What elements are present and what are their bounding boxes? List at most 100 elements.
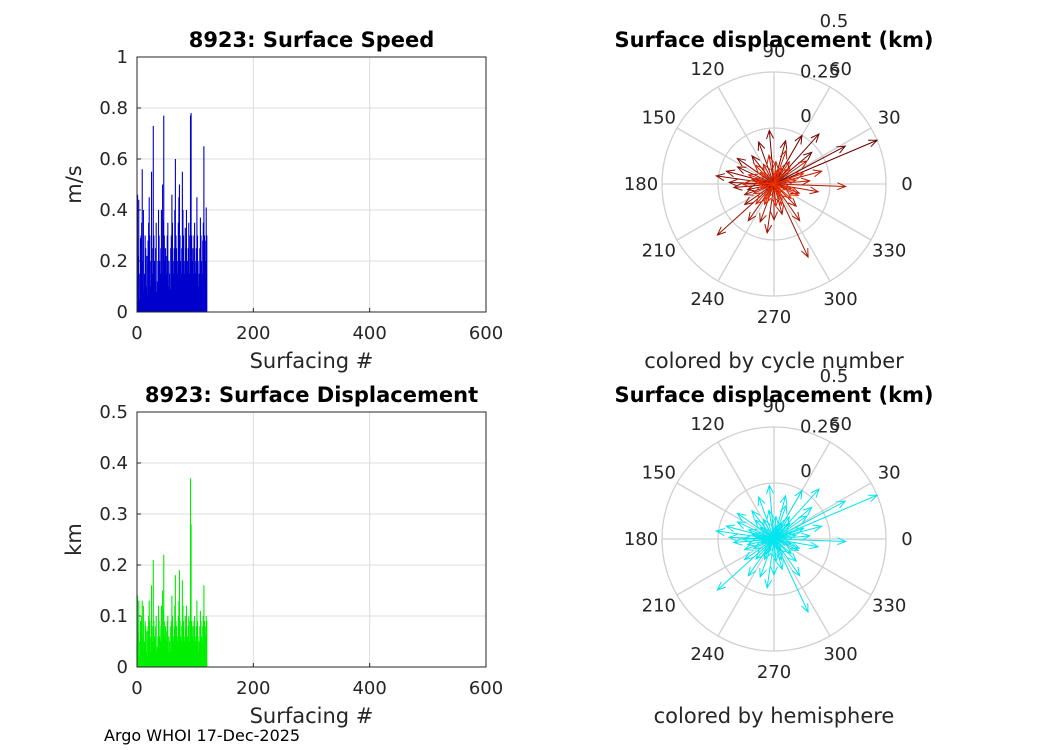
x-tick-label: 400 bbox=[352, 323, 386, 344]
angle-tick-label: 90 bbox=[763, 396, 786, 417]
displacement-vector bbox=[736, 521, 775, 540]
angle-tick-label: 210 bbox=[642, 596, 676, 617]
displacement-vector bbox=[773, 182, 793, 191]
vector-arrowhead bbox=[781, 522, 791, 532]
vector-arrowhead bbox=[771, 169, 779, 180]
vector-arrowhead bbox=[754, 534, 765, 543]
displacement-vector bbox=[773, 504, 788, 540]
vector-arrowhead bbox=[732, 537, 743, 546]
vector-shaft bbox=[737, 512, 775, 540]
vector-shaft bbox=[773, 525, 822, 540]
vector-arrowhead bbox=[774, 521, 783, 532]
vector-arrowhead bbox=[782, 545, 793, 555]
angle-tick-label: 240 bbox=[690, 644, 724, 665]
vector-arrowhead bbox=[716, 226, 727, 236]
vector-arrowhead bbox=[803, 506, 813, 516]
y-tick-label: 0.1 bbox=[99, 606, 128, 627]
vector-shaft bbox=[758, 141, 775, 185]
displacement-vector bbox=[752, 183, 775, 195]
vector-shaft bbox=[773, 538, 792, 554]
displacement-vector bbox=[773, 183, 801, 222]
displacement-vector bbox=[755, 183, 775, 205]
displacement-vector bbox=[773, 183, 820, 195]
x-axis-label: Surfacing # bbox=[250, 349, 374, 373]
vector-shaft bbox=[773, 538, 777, 562]
vector-arrowhead bbox=[787, 532, 798, 541]
vector-arrowhead bbox=[759, 181, 771, 190]
vector-shaft bbox=[747, 183, 775, 221]
vector-arrowhead bbox=[715, 173, 726, 181]
vector-arrowhead bbox=[766, 509, 775, 520]
vector-shaft bbox=[747, 538, 775, 576]
displacement-vector bbox=[773, 532, 798, 541]
vector-arrowhead bbox=[725, 524, 736, 533]
vector-arrowhead bbox=[752, 186, 763, 195]
vector-arrowhead bbox=[762, 518, 771, 529]
vector-shaft bbox=[773, 538, 792, 545]
vector-shaft bbox=[773, 183, 782, 196]
vector-shaft bbox=[773, 525, 777, 540]
vector-arrowhead bbox=[764, 545, 773, 556]
displacement-vector bbox=[773, 167, 791, 185]
vector-arrowhead bbox=[743, 543, 754, 551]
vector-shaft bbox=[773, 494, 878, 540]
displacement-vector bbox=[773, 494, 788, 540]
displacement-vector bbox=[759, 171, 775, 185]
displacement-vector bbox=[766, 154, 775, 185]
vector-shaft bbox=[773, 183, 819, 193]
vector-shaft bbox=[717, 183, 775, 236]
chart-title: 8923: Surface Speed bbox=[189, 28, 435, 52]
vector-shaft bbox=[768, 510, 775, 540]
vector-arrowhead bbox=[725, 169, 736, 178]
angle-tick-label: 30 bbox=[878, 108, 901, 129]
vector-shaft bbox=[773, 160, 808, 185]
displacement-vector bbox=[773, 183, 809, 259]
x-axis-label: Surfacing # bbox=[250, 704, 374, 728]
vector-arrowhead bbox=[736, 157, 747, 167]
vector-arrowhead bbox=[771, 160, 780, 171]
angle-tick-label: 120 bbox=[690, 414, 724, 435]
angle-tick-label: 270 bbox=[757, 307, 791, 328]
vector-shaft bbox=[755, 538, 775, 560]
vector-shaft bbox=[759, 172, 775, 185]
displacement-vector bbox=[715, 528, 775, 540]
vector-arrowhead bbox=[787, 177, 798, 186]
vector-arrowhead bbox=[809, 541, 820, 550]
chart-caption: colored by cycle number bbox=[644, 349, 904, 373]
vector-shaft bbox=[773, 183, 783, 206]
y-tick-label: 0.5 bbox=[99, 402, 128, 423]
radius-tick-label: 0.5 bbox=[820, 366, 849, 387]
vector-arrowhead bbox=[800, 532, 811, 541]
x-tick-label: 0 bbox=[131, 323, 142, 344]
vector-shaft bbox=[756, 536, 775, 540]
vector-arrowhead bbox=[836, 500, 847, 509]
vector-arrowhead bbox=[759, 536, 771, 545]
displacement-vector bbox=[773, 494, 879, 540]
vector-shaft bbox=[763, 518, 775, 540]
vector-shaft bbox=[773, 179, 797, 185]
vector-shaft bbox=[773, 172, 804, 185]
vector-arrowhead bbox=[781, 167, 791, 177]
angle-tick-label: 300 bbox=[823, 289, 857, 310]
displacement-vector bbox=[762, 518, 775, 540]
vector-arrowhead bbox=[755, 195, 765, 205]
displacement-vector bbox=[773, 527, 805, 540]
radius-tick-label: 0 bbox=[800, 461, 811, 482]
polar-ring bbox=[717, 127, 831, 241]
vector-arrowhead bbox=[787, 552, 798, 563]
axes-box bbox=[136, 411, 487, 668]
chart-title: Surface displacement (km) bbox=[614, 383, 933, 407]
displacement-vector bbox=[771, 524, 779, 540]
angle-tick-label: 210 bbox=[642, 241, 676, 262]
displacement-vector bbox=[747, 183, 775, 222]
displacement-vector bbox=[764, 183, 775, 201]
vector-shaft bbox=[753, 183, 775, 194]
vector-shaft bbox=[756, 181, 775, 185]
vector-arrowhead bbox=[798, 160, 809, 169]
vector-shaft bbox=[773, 145, 846, 185]
vector-shaft bbox=[748, 529, 775, 540]
vector-shaft bbox=[768, 155, 775, 185]
vector-shaft bbox=[773, 506, 813, 540]
displacement-vector bbox=[754, 179, 775, 188]
vector-arrowhead bbox=[757, 495, 766, 506]
